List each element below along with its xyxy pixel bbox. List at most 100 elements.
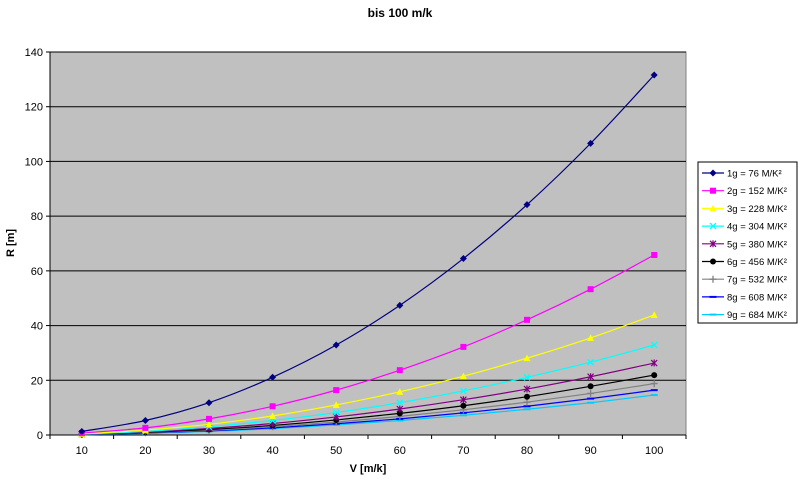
legend-label: 1g = 76 M/K²: [727, 169, 782, 180]
legend-item-6: 6g = 456 M/K²: [702, 257, 787, 268]
data-point: [269, 373, 277, 381]
data-point: [459, 396, 467, 404]
legend-label: 8g = 608 M/K²: [727, 292, 787, 303]
data-point: [78, 427, 86, 435]
gridlines: [50, 51, 686, 381]
data-point: [587, 383, 594, 390]
legend-label: 6g = 456 M/K²: [727, 257, 787, 268]
data-point: [710, 187, 716, 194]
data-point: [709, 204, 717, 212]
x-tick-label: 70: [457, 445, 469, 457]
x-axis-label: V [m/k]: [350, 463, 387, 475]
data-point: [205, 399, 213, 407]
data-point: [269, 412, 277, 419]
data-point: [650, 359, 658, 367]
legend-label: 3g = 228 M/K²: [727, 204, 787, 215]
data-point: [524, 393, 530, 400]
data-point: [710, 258, 716, 265]
legend-item-5: 5g = 380 M/K²: [702, 239, 787, 250]
y-tick-label: 20: [31, 375, 43, 387]
chart-title: bis 100 m/k: [368, 6, 433, 20]
series-line: [81, 314, 655, 435]
data-point: [142, 424, 149, 431]
y-tick-label: 40: [31, 321, 43, 333]
x-tick-label: 100: [645, 445, 663, 457]
y-tick-label: 140: [25, 47, 43, 59]
data-point: [332, 401, 340, 408]
data-point: [709, 222, 717, 230]
x-tick-label: 90: [584, 445, 596, 457]
x-tick-label: 20: [139, 445, 151, 457]
data-point: [269, 403, 276, 410]
data-point: [587, 389, 595, 397]
legend-item-1: 1g = 76 M/K²: [702, 169, 782, 180]
y-axis-ticks: 0 20 40 60 80 100 120 140: [25, 47, 51, 442]
data-point: [650, 71, 658, 79]
x-tick-label: 30: [203, 445, 215, 457]
x-axis-ticks: 10 20 30 40 50 60 70 80 90 100: [49, 434, 687, 457]
data-point: [396, 367, 403, 374]
data-point: [709, 240, 717, 248]
series-line: [81, 74, 655, 433]
data-point: [396, 410, 403, 417]
data-point: [460, 402, 467, 409]
data-point: [650, 380, 658, 388]
series-line: [81, 344, 655, 435]
data-point: [333, 387, 340, 394]
series-group: [78, 71, 658, 438]
data-point: [650, 311, 658, 318]
legend-item-2: 2g = 152 M/K²: [702, 186, 787, 197]
legend-item-8: 8g = 608 M/K²: [702, 292, 787, 303]
plot-area: [49, 51, 687, 436]
data-point: [460, 343, 467, 350]
data-point: [587, 373, 595, 381]
legend-label: 2g = 152 M/K²: [727, 186, 787, 197]
legend-item-3: 3g = 228 M/K²: [702, 204, 787, 215]
data-point: [396, 388, 404, 395]
legend-item-9: 9g = 684 M/K²: [702, 310, 787, 321]
data-point: [587, 358, 595, 366]
data-point: [651, 372, 658, 379]
data-point: [396, 301, 404, 309]
series-4: [78, 341, 658, 438]
y-tick-label: 80: [31, 211, 43, 223]
x-tick-label: 10: [76, 445, 88, 457]
data-point: [709, 275, 717, 283]
series-line: [81, 254, 655, 434]
data-point: [523, 354, 531, 362]
data-point: [523, 201, 531, 209]
y-tick-label: 60: [31, 266, 43, 278]
legend-item-4: 4g = 304 M/K²: [702, 222, 787, 233]
data-point: [396, 399, 404, 407]
data-point: [205, 420, 213, 428]
legend-label: 5g = 380 M/K²: [727, 239, 787, 250]
data-point: [523, 398, 531, 406]
data-point: [396, 405, 404, 413]
x-tick-label: 80: [521, 445, 533, 457]
data-point: [650, 341, 658, 349]
data-point: [332, 341, 340, 349]
legend-label: 4g = 304 M/K²: [727, 222, 787, 233]
legend-item-7: 7g = 532 M/K²: [702, 275, 787, 286]
y-tick-label: 0: [37, 430, 43, 442]
data-point: [459, 255, 467, 263]
legend: 1g = 76 M/K² 2g = 152 M/K² 3g = 228 M/K² 4g…: [697, 161, 798, 324]
series-1: [78, 71, 658, 435]
data-point: [206, 415, 212, 422]
y-tick-label: 120: [25, 102, 43, 114]
data-point: [587, 139, 595, 147]
x-tick-label: 60: [394, 445, 406, 457]
x-tick-label: 40: [266, 445, 278, 457]
series-line: [81, 382, 655, 436]
data-point: [459, 372, 467, 380]
data-point: [523, 385, 531, 393]
data-point: [587, 334, 595, 341]
legend-label: 7g = 532 M/K²: [727, 275, 787, 286]
y-axis-label: R [m]: [5, 229, 17, 257]
data-point: [587, 286, 594, 293]
series-line: [81, 374, 655, 436]
y-tick-label: 100: [25, 156, 43, 168]
series-2: [78, 251, 658, 437]
legend-label: 9g = 684 M/K²: [727, 310, 787, 321]
